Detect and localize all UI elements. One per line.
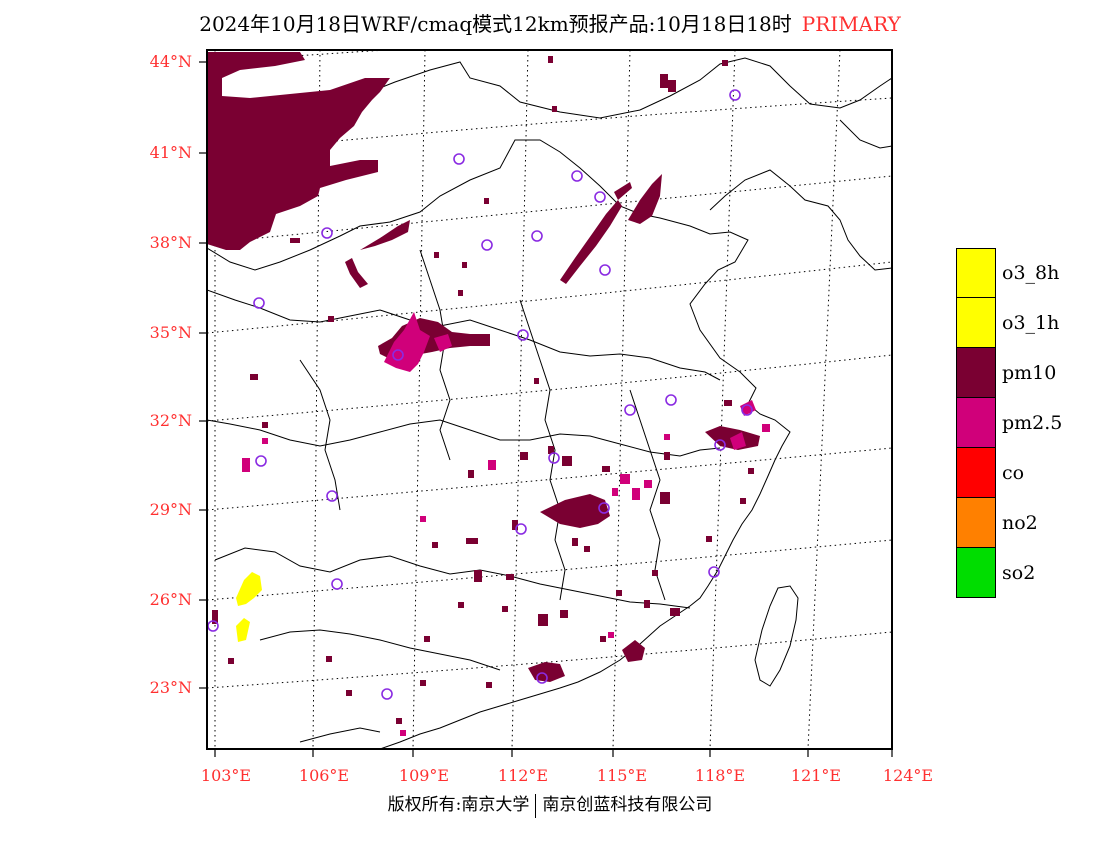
legend-label: no2	[1002, 512, 1038, 534]
legend-swatch	[956, 348, 996, 398]
pm10-regions	[207, 52, 760, 724]
legend-label: o3_1h	[1002, 312, 1060, 334]
lon-label-115: 115°E	[596, 766, 648, 785]
lon-label-109: 109°E	[398, 766, 450, 785]
lat-label-44: 44°N	[149, 52, 192, 71]
lat-label-35: 35°N	[149, 323, 192, 342]
pm25-regions	[242, 312, 770, 736]
lon-label-106: 106°E	[298, 766, 350, 785]
copyright-owner: 版权所有:南京大学	[387, 795, 530, 815]
lat-label-38: 38°N	[149, 233, 192, 252]
legend-swatch	[956, 448, 996, 498]
tick-marks	[199, 61, 893, 757]
map-title-text: 2024年10月18日WRF/cmaq模式12km预报产品:10月18日18时	[199, 12, 792, 36]
legend-swatch	[956, 398, 996, 448]
lon-label-112: 112°E	[497, 766, 549, 785]
legend-swatch	[956, 248, 996, 298]
lon-label-124: 124°E	[882, 766, 934, 785]
boundaries	[207, 57, 892, 749]
legend-label: pm10	[1002, 362, 1057, 384]
copyright-footer: 版权所有:南京大学 南京创蓝科技有限公司	[0, 790, 1100, 818]
legend-swatch	[956, 548, 996, 598]
footer-divider	[535, 793, 537, 818]
legend-swatch	[956, 498, 996, 548]
lon-label-103: 103°E	[200, 766, 252, 785]
legend-label: pm2.5	[1002, 412, 1063, 434]
lon-label-118: 118°E	[694, 766, 746, 785]
copyright-company: 南京创蓝科技有限公司	[542, 795, 713, 815]
map-title: 2024年10月18日WRF/cmaq模式12km预报产品:10月18日18时 P…	[0, 8, 1100, 37]
legend-label: o3_8h	[1002, 262, 1060, 284]
lat-label-41: 41°N	[149, 143, 192, 162]
map-frame	[206, 49, 893, 750]
lat-label-32: 32°N	[149, 411, 192, 430]
legend-label: co	[1002, 462, 1025, 484]
legend-label: so2	[1002, 562, 1036, 584]
o3-regions	[236, 572, 262, 642]
primary-tag: PRIMARY	[801, 12, 901, 36]
lon-label-121: 121°E	[790, 766, 842, 785]
lat-label-29: 29°N	[149, 500, 192, 519]
lat-label-26: 26°N	[149, 590, 192, 609]
legend-swatch	[956, 298, 996, 348]
lat-label-23: 23°N	[149, 678, 192, 697]
